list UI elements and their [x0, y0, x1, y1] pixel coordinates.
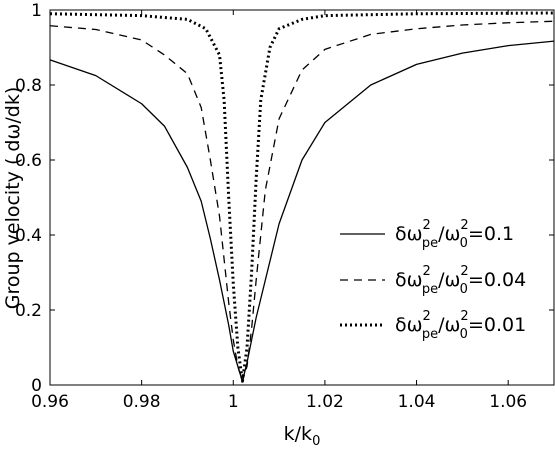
legend-label-series-1: δω2 pe/ω2 0=0.1: [395, 218, 514, 251]
y-tick-label: 0.4: [15, 226, 42, 246]
legend: δω2 pe/ω2 0=0.1 δω2 pe/ω2 0=0.04 δω2 pe/ω2 0=0…: [340, 218, 526, 342]
series-line-dotted: [49, 11, 555, 383]
x-tick-label: 0.96: [31, 392, 69, 412]
y-tick-labels: 0 0.2 0.4 0.6 0.8 1: [15, 1, 42, 396]
y-tick-label: 0: [31, 376, 42, 396]
legend-label-series-3: δω2 pe/ω2 0=0.01: [395, 309, 526, 342]
plot-frame: [49, 9, 555, 386]
x-tick-label: 1.04: [398, 392, 436, 412]
y-tick-label: 0.8: [15, 76, 42, 96]
y-tick-label: 0.6: [15, 151, 42, 171]
x-tick-label: 0.98: [123, 392, 161, 412]
y-tick-label: 1: [31, 1, 42, 21]
x-tick-label: 1.06: [489, 392, 527, 412]
y-tick-label: 0.2: [15, 301, 42, 321]
x-axis-title: k/k0: [284, 423, 321, 449]
x-tick-labels: 0.96 0.98 1 1.02 1.04 1.06: [31, 392, 527, 412]
series-line-dashed: [49, 20, 555, 382]
legend-label-series-2: δω2 pe/ω2 0=0.04: [395, 264, 526, 297]
series-lines: [49, 11, 555, 383]
y-axis-title: Group velocity ( dω/dk): [2, 87, 24, 309]
x-tick-label: 1.02: [306, 392, 344, 412]
x-tick-label: 1: [228, 392, 239, 412]
series-line-solid: [49, 40, 555, 382]
